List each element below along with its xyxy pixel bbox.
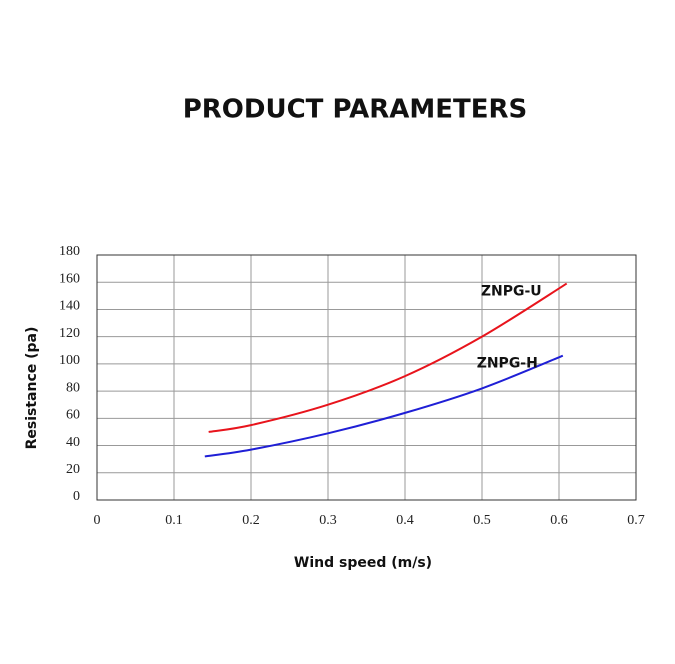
- y-tick-label: 0: [73, 489, 80, 504]
- y-tick-label: 120: [59, 326, 80, 341]
- series-label: ZNPG-U: [481, 284, 542, 300]
- x-tick-label: 0: [94, 513, 101, 528]
- y-tick-label: 60: [66, 408, 80, 423]
- x-tick-label: 0.6: [550, 513, 568, 528]
- x-tick-label: 0.5: [473, 513, 491, 528]
- line: [208, 282, 568, 433]
- y-tick-label: 40: [66, 435, 80, 450]
- x-tick-label: 0.7: [627, 513, 645, 528]
- y-tick-label: 20: [66, 462, 80, 477]
- y-tick-label: 180: [59, 244, 80, 259]
- line: [204, 354, 564, 458]
- x-tick-label: 0.2: [242, 513, 260, 528]
- x-tick-label: 0.4: [396, 513, 414, 528]
- y-axis-label: Resistance (pa): [24, 327, 40, 450]
- chart-title: PRODUCT PARAMETERS: [183, 95, 528, 125]
- plot-frame: [96, 254, 637, 501]
- x-tick-label: 0.1: [165, 513, 183, 528]
- y-tick-label: 140: [59, 299, 80, 314]
- y-tick-label: 100: [59, 353, 80, 368]
- x-axis-label: Wind speed (m/s): [294, 555, 432, 571]
- x-tick-label: 0.3: [319, 513, 337, 528]
- y-tick-label: 80: [66, 380, 80, 395]
- series-label: ZNPG-H: [477, 356, 538, 372]
- y-tick-label: 160: [59, 271, 80, 286]
